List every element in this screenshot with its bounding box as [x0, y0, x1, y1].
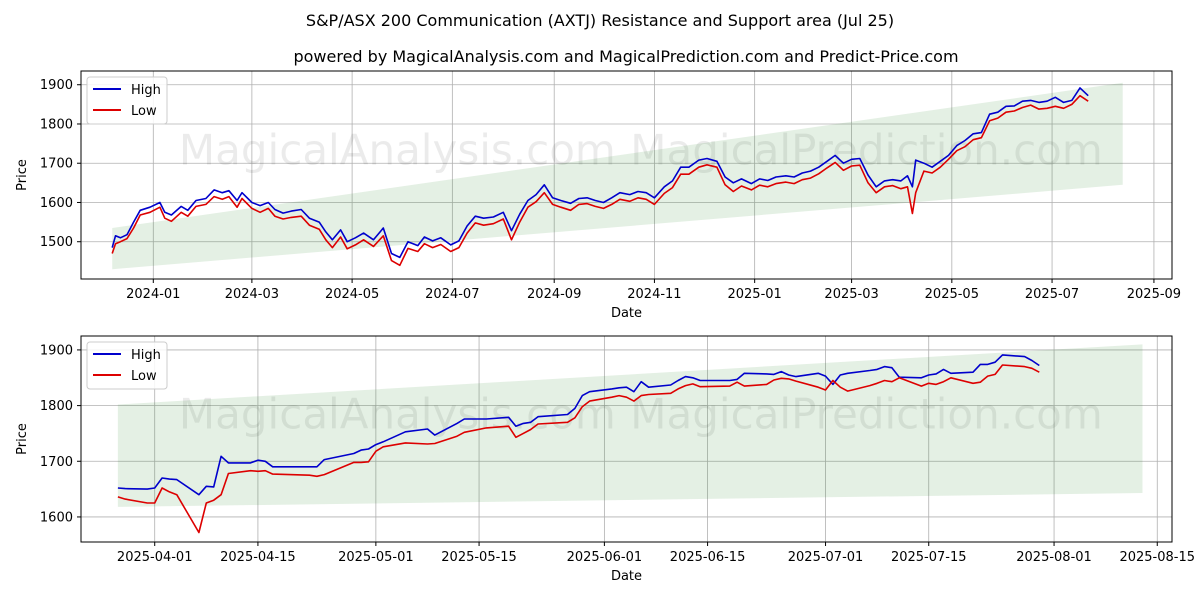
x-tick-label: 2025-04-15 — [220, 550, 296, 565]
x-tick-label: 2024-07 — [425, 287, 479, 302]
legend-label-high: High — [131, 83, 161, 98]
x-tick-label: 2025-07 — [1025, 287, 1079, 302]
series-low-line — [117, 364, 1040, 534]
series-group — [111, 87, 1089, 267]
bottom-chart-panel: MagicalAnalysis.com MagicalPrediction.com… — [15, 335, 1195, 584]
x-tick-label: 2025-07-15 — [891, 550, 967, 565]
x-tick-label: 2024-05 — [325, 287, 379, 302]
x-tick-label: 2025-07-01 — [788, 550, 864, 565]
series-low-line — [111, 94, 1089, 267]
y-axis-label: Price — [15, 423, 30, 455]
legend-label-low: Low — [131, 369, 157, 384]
series-group — [117, 354, 1040, 534]
y-tick-label: 1900 — [40, 78, 73, 93]
y-tick-label: 1800 — [40, 117, 73, 132]
x-tick-label: 2025-01 — [727, 287, 781, 302]
y-tick-label: 1800 — [40, 399, 73, 414]
chart-title: S&P/ASX 200 Communication (AXTJ) Resista… — [306, 11, 894, 30]
top-chart-panel: MagicalAnalysis.com MagicalPrediction.com… — [15, 70, 1181, 321]
y-tick-label: 1600 — [40, 196, 73, 211]
watermark-analysis: MagicalAnalysis.com — [179, 390, 616, 439]
x-tick-label: 2025-08-01 — [1016, 550, 1092, 565]
x-axis-label: Date — [611, 306, 642, 321]
watermark-analysis: MagicalAnalysis.com — [179, 126, 616, 175]
x-tick-label: 2025-06-15 — [670, 550, 746, 565]
y-tick-label: 1500 — [40, 235, 73, 250]
x-tick-label: 2025-06-01 — [567, 550, 643, 565]
chart-subtitle: powered by MagicalAnalysis.com and Magic… — [293, 47, 958, 66]
plot-frame — [80, 70, 1173, 280]
x-tick-label: 2025-05-15 — [441, 550, 517, 565]
x-tick-label: 2024-09 — [527, 287, 581, 302]
x-tick-label: 2025-05 — [925, 287, 979, 302]
y-tick-label: 1700 — [40, 455, 73, 470]
y-tick-label: 1700 — [40, 157, 73, 172]
x-axis-label: Date — [611, 569, 642, 584]
x-tick-label: 2025-05-01 — [338, 550, 414, 565]
watermark-prediction: MagicalPrediction.com — [630, 126, 1103, 175]
series-high-line — [111, 87, 1089, 259]
x-tick-label: 2025-09 — [1127, 287, 1181, 302]
x-tick-label: 2024-11 — [627, 287, 681, 302]
x-tick-label: 2024-03 — [225, 287, 279, 302]
series-high-line — [117, 354, 1040, 496]
x-tick-label: 2025-03 — [824, 287, 878, 302]
support-resistance-band — [117, 344, 1143, 507]
plot-frame — [80, 335, 1173, 543]
y-tick-label: 1600 — [40, 510, 73, 525]
legend-label-high: High — [131, 348, 161, 363]
y-axis-label: Price — [15, 159, 30, 191]
x-tick-label: 2025-04-01 — [117, 550, 193, 565]
x-tick-label: 2024-01 — [126, 287, 180, 302]
support-resistance-band — [112, 82, 1123, 270]
legend-label-low: Low — [131, 104, 157, 119]
watermark-prediction: MagicalPrediction.com — [630, 390, 1103, 439]
y-tick-label: 1900 — [40, 343, 73, 358]
x-tick-label: 2025-08-15 — [1119, 550, 1195, 565]
